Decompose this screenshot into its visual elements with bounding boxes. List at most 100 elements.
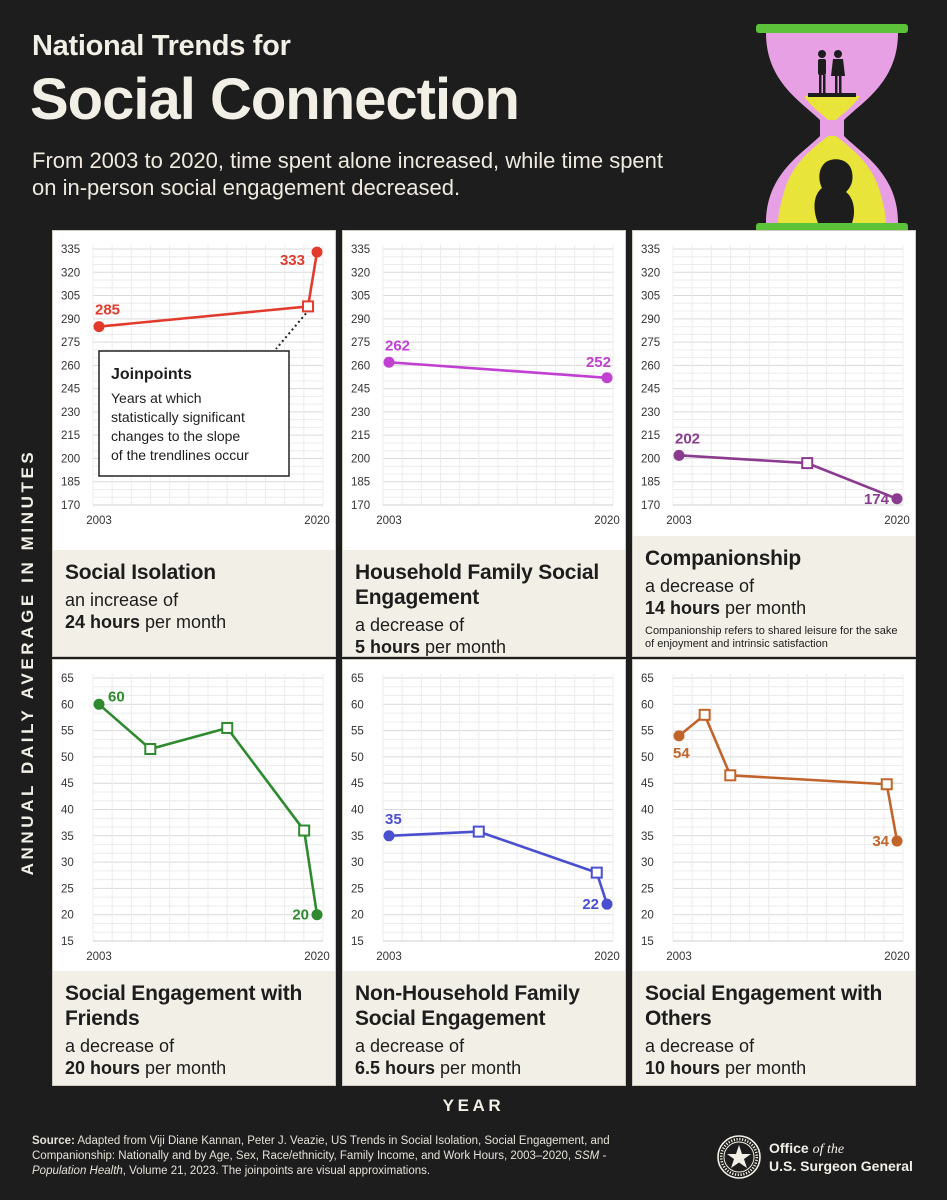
x-tick-label: 2020 xyxy=(884,951,910,963)
joinpoint-marker xyxy=(472,825,485,838)
y-tick-label: 15 xyxy=(641,936,654,948)
joinpoints-legend-line: Years at which xyxy=(111,390,202,406)
y-tick-label: 55 xyxy=(351,726,364,738)
joinpoints-legend-line: of the trendlines occur xyxy=(111,447,249,463)
y-tick-label: 170 xyxy=(61,500,80,512)
chart-panel-non_household: 65 60 55 50 45 40 35 30 25 20 15 2003 2020 35 22 Non-Ho… xyxy=(342,659,626,1086)
chart-caption-social_isolation: Social Isolation an increase of 24 hours p… xyxy=(53,550,335,656)
chart-summary: a decrease of 14 hours per month xyxy=(645,576,807,618)
data-label: 22 xyxy=(582,896,599,913)
y-tick-label: 25 xyxy=(61,883,74,895)
data-label: 252 xyxy=(586,354,611,371)
y-tick-label: 15 xyxy=(61,936,74,948)
x-tick-label: 2003 xyxy=(376,515,402,527)
y-tick-label: 200 xyxy=(61,453,80,465)
chart-title: Social Engagement with Others xyxy=(645,982,883,1030)
chart-title: Companionship xyxy=(645,547,802,570)
page-title: Social Connection xyxy=(30,67,520,132)
x-tick-label: 2020 xyxy=(304,951,330,963)
joinpoints-legend-box xyxy=(98,350,290,477)
y-tick-label: 230 xyxy=(61,407,80,419)
source-tail: , Volume 21, 2023. The joinpoints are vi… xyxy=(122,1165,431,1177)
y-tick-label: 230 xyxy=(641,407,660,419)
y-tick-label: 20 xyxy=(641,910,654,922)
chart-panel-others: 65 60 55 50 45 40 35 30 25 20 15 2003 2020 54 34 Social… xyxy=(632,659,916,1086)
chart-caption-friends: Social Engagement with Friends a decrease… xyxy=(53,971,335,1085)
y-tick-label: 290 xyxy=(641,314,660,326)
y-tick-label: 260 xyxy=(641,360,660,372)
y-tick-label: 45 xyxy=(641,778,654,790)
y-tick-label: 25 xyxy=(641,883,654,895)
y-tick-label: 15 xyxy=(351,936,364,948)
chart-household: 335 320 305 290 275 260 245 230 215 200 185 170 2003… xyxy=(351,244,620,527)
chart-caption-household: Household Family Social Engagement a decr… xyxy=(343,550,625,657)
joinpoints-legend-title: Joinpoints xyxy=(111,366,192,383)
y-tick-label: 40 xyxy=(641,805,654,817)
y-axis-label: ANNUAL DAILY AVERAGE IN MINUTES xyxy=(18,448,37,876)
x-tick-label: 2020 xyxy=(304,515,330,527)
endpoint-marker xyxy=(311,909,323,921)
y-tick-label: 30 xyxy=(641,857,654,869)
y-tick-label: 50 xyxy=(61,752,74,764)
joinpoint-marker xyxy=(801,457,814,470)
y-tick-label: 305 xyxy=(351,291,370,303)
y-tick-label: 335 xyxy=(351,244,370,256)
y-tick-label: 260 xyxy=(351,360,370,372)
chart-companionship: 335 320 305 290 275 260 245 230 215 200 185 170 2003… xyxy=(641,244,910,527)
y-tick-label: 320 xyxy=(61,267,80,279)
chart-caption-companionship: Companionship a decrease of 14 hours per m… xyxy=(633,536,915,656)
chart-title: Social Isolation xyxy=(65,561,216,584)
y-tick-label: 230 xyxy=(351,407,370,419)
chart-panel-social_isolation: 335 320 305 290 275 260 245 230 215 200 185 170 2003… xyxy=(52,230,336,657)
y-tick-label: 245 xyxy=(641,384,660,396)
y-tick-label: 65 xyxy=(351,673,364,685)
chart-panel-friends: 65 60 55 50 45 40 35 30 25 20 15 2003 2020 60 20 Social… xyxy=(52,659,336,1086)
chart-summary: a decrease of 5 hours per month xyxy=(355,615,507,657)
y-tick-label: 30 xyxy=(351,857,364,869)
chart-panel-companionship: 335 320 305 290 275 260 245 230 215 200 185 170 2003… xyxy=(632,230,916,657)
data-label: 54 xyxy=(673,745,690,762)
y-tick-label: 40 xyxy=(61,805,74,817)
office-line-1: Office of the xyxy=(769,1140,845,1157)
y-tick-label: 55 xyxy=(61,726,74,738)
endpoint-marker xyxy=(383,356,395,368)
x-tick-label: 2003 xyxy=(376,951,402,963)
y-tick-label: 170 xyxy=(351,500,370,512)
endpoint-marker xyxy=(311,246,323,258)
chart-note: Companionship refers to shared leisure f… xyxy=(645,625,898,650)
chart-summary: a decrease of 6.5 hours per month xyxy=(355,1036,522,1078)
data-label: 202 xyxy=(675,430,700,447)
series-line-household xyxy=(388,360,608,380)
y-tick-label: 305 xyxy=(61,291,80,303)
source-text: Adapted from Viji Diane Kannan, Peter J.… xyxy=(32,1135,610,1162)
endpoint-marker xyxy=(601,898,613,910)
endpoint-marker xyxy=(383,830,395,842)
chart-title: Non-Household Family Social Engagement xyxy=(355,982,580,1030)
y-tick-label: 55 xyxy=(641,726,654,738)
chart-social_isolation: 335 320 305 290 275 260 245 230 215 200 185 170 2003… xyxy=(61,244,330,527)
hourglass-illustration xyxy=(756,24,908,232)
chart-others: 65 60 55 50 45 40 35 30 25 20 15 2003 2020 54 34 xyxy=(641,673,910,963)
page-title-small: National Trends for xyxy=(32,30,291,62)
chart-summary: an increase of 24 hours per month xyxy=(65,590,227,632)
y-tick-label: 35 xyxy=(61,831,74,843)
office-name: Office of the U.S. Surgeon General xyxy=(769,1140,913,1174)
endpoint-marker xyxy=(93,698,105,710)
chart-panel-household: 335 320 305 290 275 260 245 230 215 200 185 170 2003… xyxy=(342,230,626,657)
source-journal: SSM - Population Health xyxy=(32,1150,607,1177)
y-tick-label: 20 xyxy=(351,910,364,922)
joinpoint-marker xyxy=(302,300,315,313)
data-label: 262 xyxy=(385,337,410,354)
office-line-2: U.S. Surgeon General xyxy=(769,1158,913,1174)
y-tick-label: 35 xyxy=(641,831,654,843)
source-label: Source: xyxy=(32,1135,75,1147)
y-tick-label: 200 xyxy=(641,453,660,465)
x-tick-label: 2003 xyxy=(86,515,112,527)
data-label: 333 xyxy=(280,252,305,269)
joinpoint-marker xyxy=(298,824,311,837)
joinpoint-marker xyxy=(698,708,711,721)
endpoint-marker xyxy=(891,835,903,847)
page-subtitle: From 2003 to 2020, time spent alone incr… xyxy=(32,148,664,200)
y-tick-label: 185 xyxy=(351,477,370,489)
y-tick-label: 335 xyxy=(641,244,660,256)
